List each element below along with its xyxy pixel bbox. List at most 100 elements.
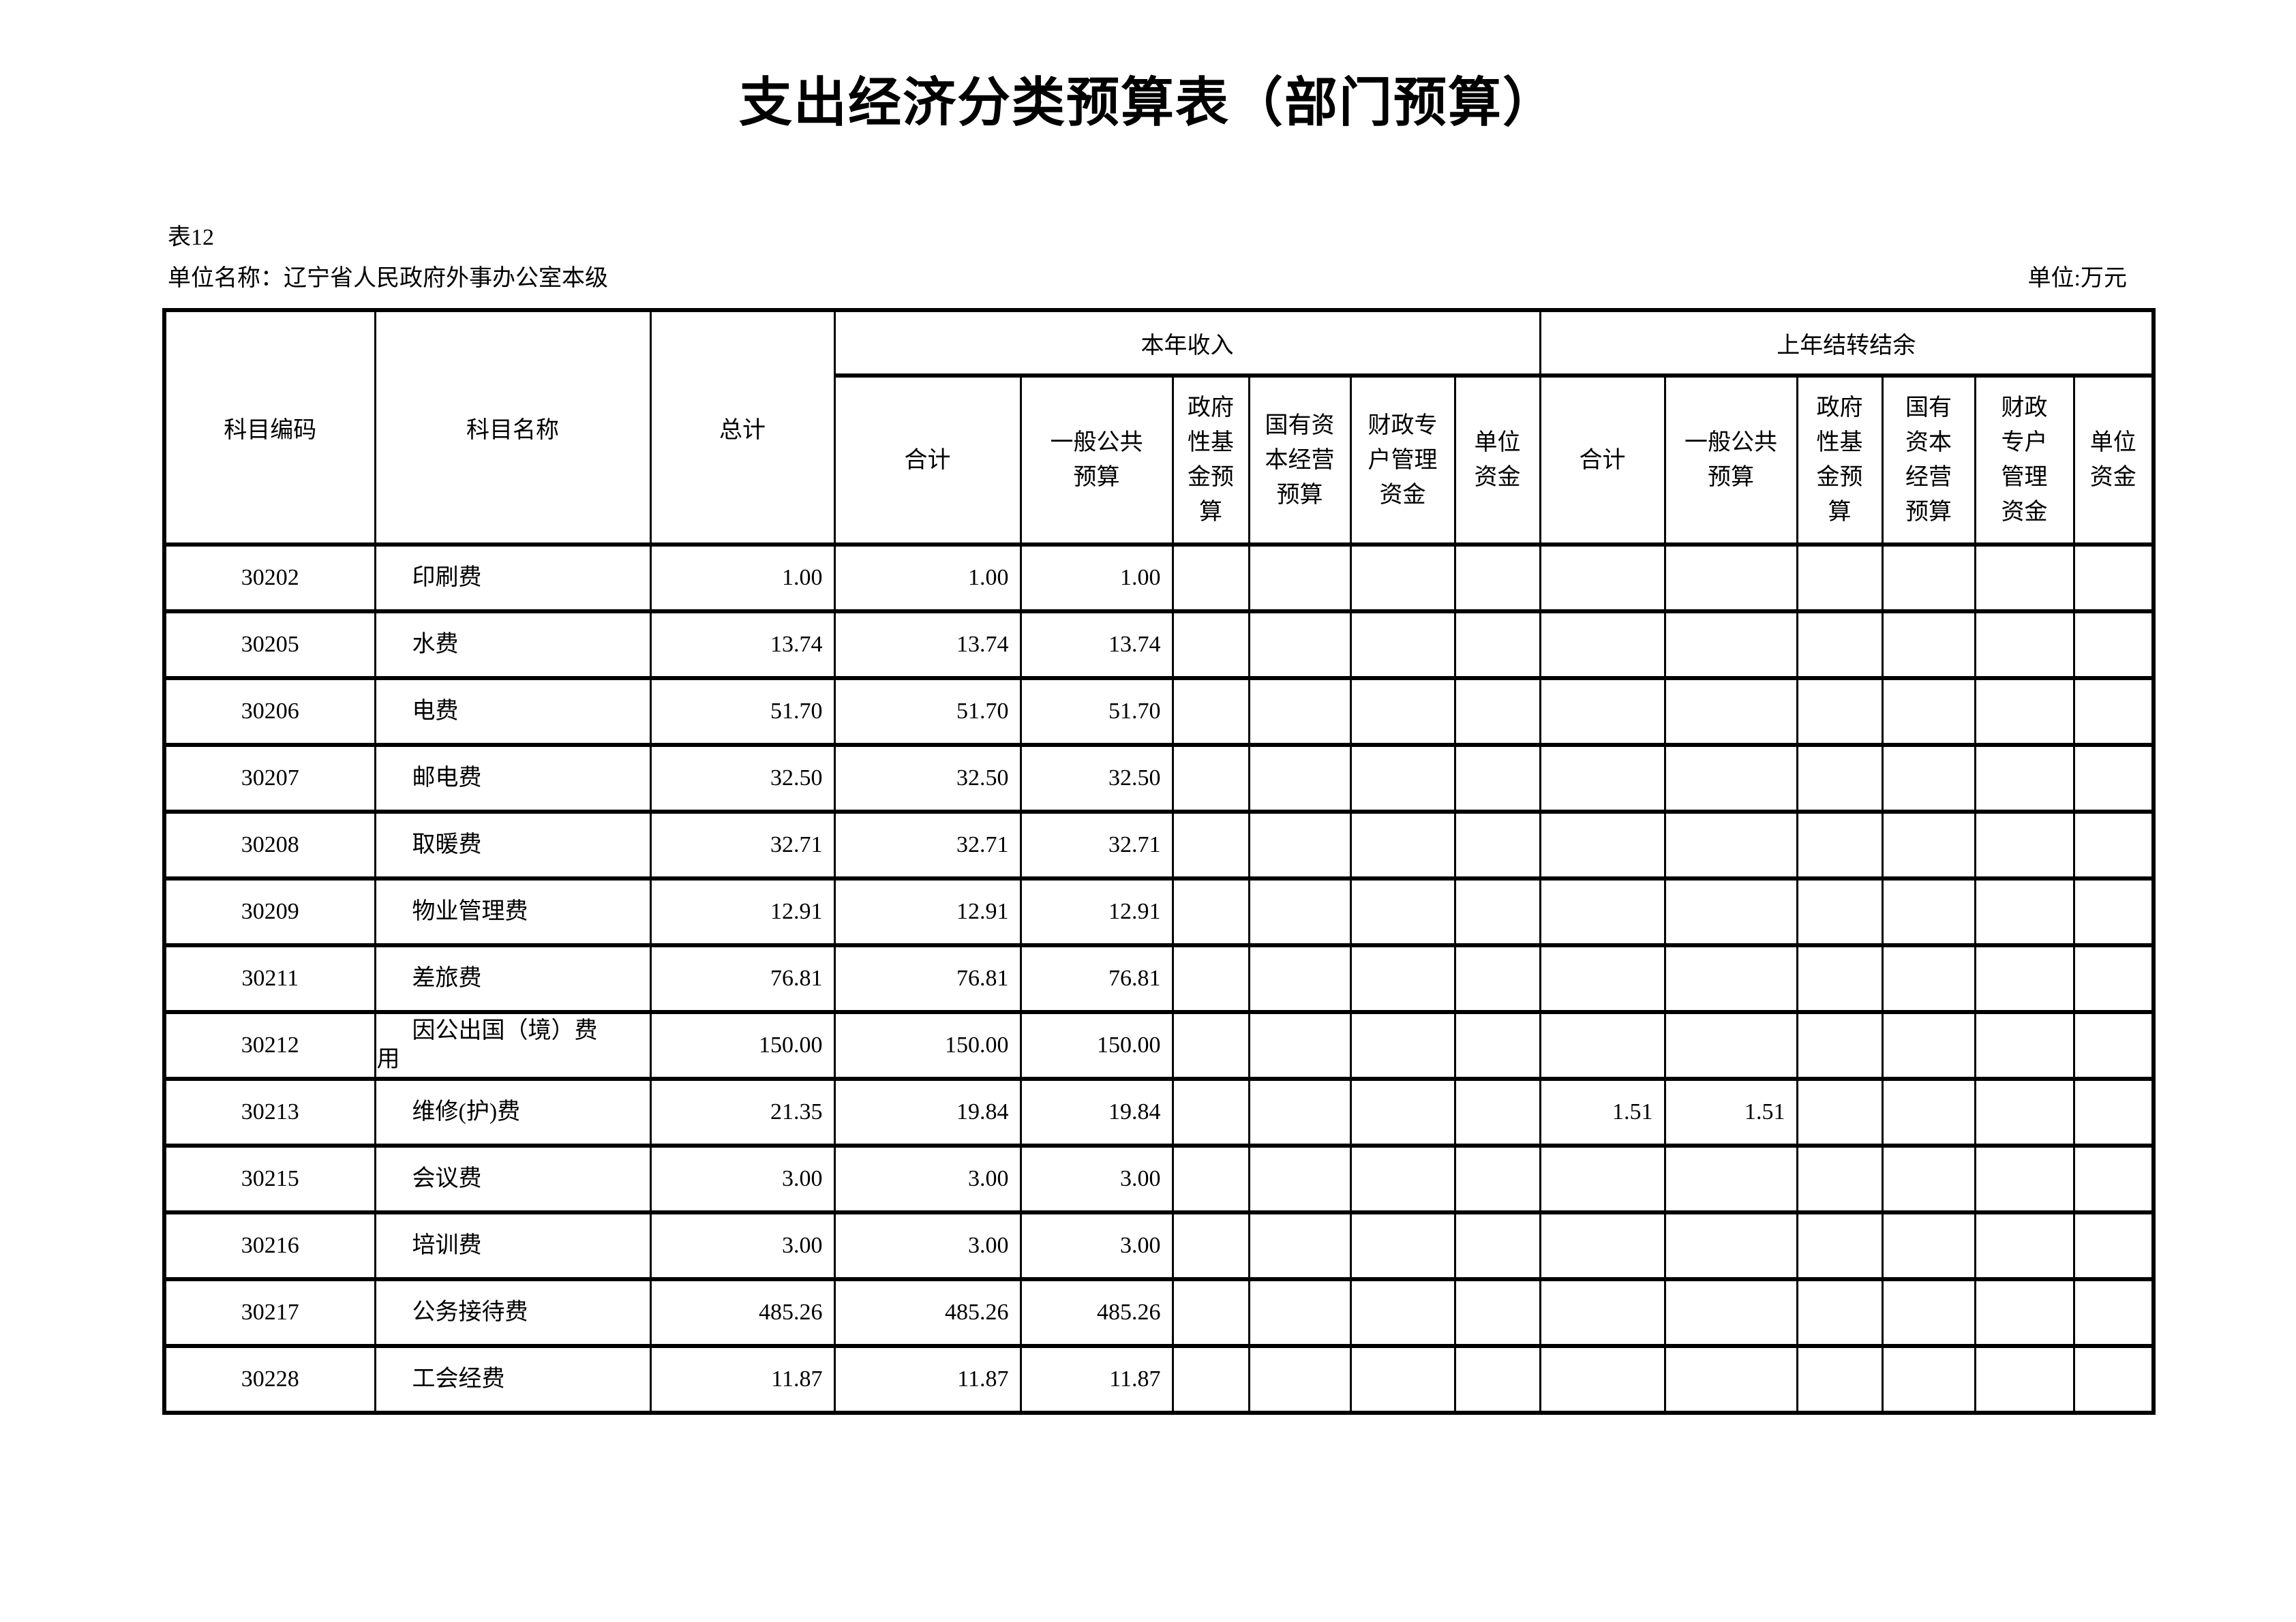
carryover-cell-1 (1663, 1010, 1798, 1081)
carryover-cell-5 (2072, 743, 2155, 814)
header-group-prev-year-carryover: 上年结转结余 (1539, 308, 2155, 378)
carryover-cell-0 (1539, 1210, 1666, 1281)
carryover-cell-0 (1539, 1277, 1666, 1348)
header-row-subcolumns: 合计 一般公共 预算 政府 性基 金预 算 国有资 本经营 预算 财政专 户管理… (164, 373, 2155, 547)
carryover-cell-0 (1539, 676, 1666, 747)
carryover-cell-2 (1796, 1210, 1884, 1281)
carryover-cell-2 (1796, 1277, 1884, 1348)
current-year-cell-4 (1349, 943, 1456, 1014)
current-year-cell-4 (1349, 1277, 1456, 1348)
carryover-cell-1 (1663, 810, 1798, 881)
grand-total-cell: 3.00 (649, 1210, 836, 1281)
subject-name-cell: 印刷费 (374, 542, 652, 613)
carryover-cell-1 (1663, 1210, 1798, 1281)
grand-total-cell: 21.35 (649, 1077, 836, 1148)
header-py-govt-fund-budget: 政府 性基 金预 算 (1796, 373, 1884, 547)
header-group-current-year-income: 本年收入 (833, 308, 1541, 378)
current-year-cell-1: 3.00 (1019, 1210, 1174, 1281)
budget-table: 科目编码 科目名称 总计 本年收入 上年结转结余 合计 一般公共 预算 政府 性… (162, 308, 2156, 1415)
current-year-cell-5 (1453, 743, 1541, 814)
grand-total-cell: 32.50 (649, 743, 836, 814)
carryover-cell-0 (1539, 1344, 1666, 1415)
carryover-cell-5 (2072, 1344, 2155, 1415)
carryover-cell-0 (1539, 943, 1666, 1014)
header-cy-general-public-budget: 一般公共 预算 (1019, 373, 1174, 547)
subject-code-cell: 30208 (163, 810, 376, 881)
current-year-cell-1: 3.00 (1019, 1144, 1174, 1214)
current-year-cell-2 (1171, 943, 1250, 1014)
current-year-cell-1: 485.26 (1019, 1277, 1174, 1348)
carryover-cell-0 (1539, 1144, 1666, 1214)
current-year-cell-5 (1453, 876, 1541, 947)
current-year-cell-3 (1248, 609, 1352, 680)
grand-total-cell: 51.70 (649, 676, 836, 747)
table-row: 30208 取暖费 32.71 32.71 32.71 (163, 810, 2155, 881)
subject-name-cell: 公务接待费 (374, 1277, 652, 1348)
subject-code-cell: 30216 (163, 1210, 376, 1281)
header-subject-name: 科目名称 (374, 308, 652, 547)
subject-code-cell: 30228 (163, 1344, 376, 1415)
header-cy-govt-fund-budget: 政府 性基 金预 算 (1171, 373, 1250, 547)
table-row: 30207 邮电费 32.50 32.50 32.50 (163, 743, 2155, 814)
current-year-cell-1: 32.50 (1019, 743, 1174, 814)
carryover-cell-1 (1663, 1277, 1798, 1348)
subject-code-cell: 30212 (163, 1010, 376, 1081)
carryover-cell-0 (1539, 743, 1666, 814)
carryover-cell-3 (1881, 1210, 1976, 1281)
table-row: 30205 水费 13.74 13.74 13.74 (163, 609, 2155, 680)
subject-name-cell: 会议费 (374, 1144, 652, 1214)
subject-code-cell: 30206 (163, 676, 376, 747)
current-year-cell-3 (1248, 876, 1352, 947)
subject-name-cell: 水费 (374, 609, 652, 680)
grand-total-cell: 150.00 (649, 1010, 836, 1081)
carryover-cell-2 (1796, 676, 1884, 747)
current-year-cell-4 (1349, 609, 1456, 680)
carryover-cell-5 (2072, 876, 2155, 947)
carryover-cell-2 (1796, 1010, 1884, 1081)
table-body: 30202 印刷费 1.00 1.00 1.00 30205 水费 13.74 13.74 13.… (163, 542, 2155, 1415)
current-year-cell-5 (1453, 1077, 1541, 1148)
current-year-cell-2 (1171, 1210, 1250, 1281)
carryover-cell-0 (1539, 542, 1666, 613)
carryover-cell-1 (1663, 743, 1798, 814)
carryover-cell-5 (2072, 1077, 2155, 1148)
current-year-cell-2 (1171, 810, 1250, 881)
current-year-cell-2 (1171, 1010, 1250, 1081)
current-year-cell-1: 1.00 (1019, 542, 1174, 613)
carryover-cell-3 (1881, 810, 1976, 881)
subject-code-cell: 30213 (163, 1077, 376, 1148)
current-year-cell-4 (1349, 1144, 1456, 1214)
current-year-cell-3 (1248, 676, 1352, 747)
header-py-state-capital-budget: 国有 资本 经营 预算 (1881, 373, 1976, 547)
carryover-cell-1 (1663, 609, 1798, 680)
carryover-cell-5 (2072, 1144, 2155, 1214)
current-year-cell-2 (1171, 743, 1250, 814)
subject-name-cell: 取暖费 (374, 810, 652, 881)
current-year-cell-0: 32.50 (833, 743, 1022, 814)
table-row: 30216 培训费 3.00 3.00 3.00 (163, 1210, 2155, 1281)
current-year-cell-1: 12.91 (1019, 876, 1174, 947)
grand-total-cell: 13.74 (649, 609, 836, 680)
current-year-cell-2 (1171, 876, 1250, 947)
subject-name-cell: 工会经费 (374, 1344, 652, 1415)
subject-code-cell: 30209 (163, 876, 376, 947)
current-year-cell-5 (1453, 1144, 1541, 1214)
current-year-cell-2 (1171, 542, 1250, 613)
carryover-cell-0 (1539, 609, 1666, 680)
current-year-cell-0: 11.87 (833, 1344, 1022, 1415)
current-year-cell-2 (1171, 609, 1250, 680)
current-year-cell-5 (1453, 1010, 1541, 1081)
current-year-cell-4 (1349, 743, 1456, 814)
current-year-cell-0: 1.00 (833, 542, 1022, 613)
subject-code-cell: 30215 (163, 1144, 376, 1214)
grand-total-cell: 1.00 (649, 542, 836, 613)
current-year-cell-3 (1248, 743, 1352, 814)
grand-total-cell: 3.00 (649, 1144, 836, 1214)
subject-name-cell: 邮电费 (374, 743, 652, 814)
current-year-cell-4 (1349, 542, 1456, 613)
table-row: 30228 工会经费 11.87 11.87 11.87 (163, 1344, 2155, 1415)
grand-total-cell: 11.87 (649, 1344, 836, 1415)
header-py-fiscal-account-funds: 财政 专户 管理 资金 (1974, 373, 2075, 547)
current-year-cell-5 (1453, 542, 1541, 613)
carryover-cell-2 (1796, 1077, 1884, 1148)
